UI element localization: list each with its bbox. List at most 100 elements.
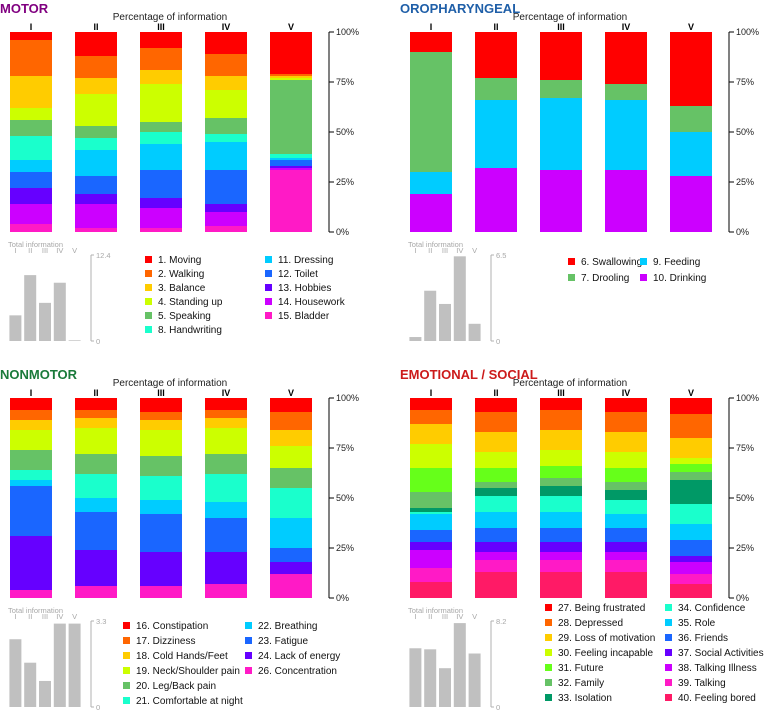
inset-category-label: IV bbox=[56, 612, 63, 621]
bar-segment bbox=[270, 468, 312, 488]
bar-segment bbox=[205, 226, 247, 232]
inset-bar bbox=[68, 623, 81, 707]
inset-max-label: 12.4 bbox=[96, 251, 111, 260]
legend-item: 33. Isolation bbox=[545, 693, 612, 704]
bar-segment bbox=[540, 430, 582, 450]
y-tick-label: 75% bbox=[736, 77, 754, 87]
bar-segment bbox=[670, 32, 712, 106]
bar-segment bbox=[540, 398, 582, 410]
bar-segment bbox=[270, 488, 312, 518]
bar-segment bbox=[410, 32, 452, 52]
legend-item: 2. Walking bbox=[145, 269, 204, 280]
bar-segment bbox=[75, 194, 117, 204]
bar-segment bbox=[475, 496, 517, 512]
y-tick-label: 0% bbox=[736, 227, 749, 237]
bar-segment bbox=[670, 458, 712, 464]
bar-segment bbox=[410, 550, 452, 568]
bar-segment bbox=[75, 32, 117, 56]
legend-item: 1. Moving bbox=[145, 255, 201, 266]
legend-item: 38. Talking Illness bbox=[665, 663, 757, 674]
bar-segment bbox=[205, 32, 247, 54]
bar-segment bbox=[605, 514, 647, 528]
bar-segment bbox=[540, 486, 582, 496]
legend-item: 10. Drinking bbox=[640, 273, 706, 284]
bar-segment bbox=[540, 170, 582, 232]
inset-category-label: III bbox=[442, 612, 448, 621]
x-category-label: IV bbox=[222, 388, 231, 398]
inset-zero-label: 0 bbox=[496, 703, 500, 711]
bar-segment bbox=[205, 204, 247, 212]
inset-category-label: II bbox=[28, 246, 32, 255]
bar-segment bbox=[75, 550, 117, 586]
inset-bar bbox=[53, 623, 66, 707]
inset-bar bbox=[409, 337, 422, 341]
bar-segment bbox=[540, 496, 582, 512]
legend-swatch bbox=[665, 679, 672, 686]
bar-segment bbox=[605, 32, 647, 84]
bar-segment bbox=[670, 464, 712, 472]
legend-label: 18. Cold Hands/Feet bbox=[136, 651, 228, 662]
bar-segment bbox=[605, 572, 647, 598]
legend-label: 34. Confidence bbox=[678, 603, 746, 614]
bar-segment bbox=[205, 518, 247, 552]
bar-segment bbox=[205, 134, 247, 142]
inset-bar bbox=[9, 639, 22, 707]
bar-segment bbox=[205, 474, 247, 502]
legend-label: 23. Fatigue bbox=[258, 636, 308, 647]
inset-bar bbox=[453, 256, 466, 341]
bar-segment bbox=[140, 412, 182, 420]
bar-segment bbox=[205, 454, 247, 474]
bar-segment bbox=[205, 118, 247, 134]
x-category-label: I bbox=[30, 388, 33, 398]
bar-segment bbox=[540, 560, 582, 572]
legend-item: 28. Depressed bbox=[545, 618, 623, 629]
legend-label: 24. Lack of energy bbox=[258, 651, 340, 662]
legend-label: 33. Isolation bbox=[558, 693, 612, 704]
y-tick-label: 25% bbox=[736, 543, 754, 553]
legend-swatch bbox=[545, 619, 552, 626]
legend-label: 38. Talking Illness bbox=[678, 663, 757, 674]
bar-segment bbox=[205, 552, 247, 584]
inset-bar bbox=[468, 323, 481, 341]
bar-segment bbox=[410, 582, 452, 598]
legend-item: 18. Cold Hands/Feet bbox=[123, 651, 228, 662]
bar-segment bbox=[605, 432, 647, 452]
legend-item: 30. Feeling incapable bbox=[545, 648, 654, 659]
chart-subtitle: Percentage of information bbox=[513, 12, 628, 23]
y-tick-label: 50% bbox=[736, 493, 754, 503]
bar-segment bbox=[605, 398, 647, 412]
bar-segment bbox=[140, 430, 182, 456]
legend-swatch bbox=[265, 312, 272, 319]
legend-item: 36. Friends bbox=[665, 633, 728, 644]
inset-title: Total information bbox=[8, 240, 63, 249]
bar-segment bbox=[540, 542, 582, 552]
chart-subtitle: Percentage of information bbox=[113, 12, 228, 23]
legend-label: 5. Speaking bbox=[158, 311, 211, 322]
y-tick-label: 50% bbox=[336, 127, 354, 137]
bar-segment bbox=[605, 412, 647, 432]
bar-segment bbox=[140, 84, 182, 122]
legend-label: 16. Constipation bbox=[136, 621, 208, 632]
bar-segment bbox=[670, 540, 712, 556]
inset-category-label: V bbox=[472, 246, 477, 255]
bar-segment bbox=[75, 94, 117, 126]
bar-segment bbox=[540, 528, 582, 542]
bar-segment bbox=[540, 32, 582, 80]
bar-segment bbox=[10, 120, 52, 136]
bar-segment bbox=[140, 122, 182, 132]
bar-segment bbox=[205, 90, 247, 118]
y-tick-label: 50% bbox=[736, 127, 754, 137]
bar-segment bbox=[10, 76, 52, 108]
bar-segment bbox=[205, 398, 247, 410]
bar-segment bbox=[475, 512, 517, 528]
bar-segment bbox=[475, 560, 517, 572]
legend-swatch bbox=[665, 694, 672, 701]
bar-segment bbox=[270, 518, 312, 548]
bar-segment bbox=[270, 76, 312, 78]
x-category-label: I bbox=[430, 388, 433, 398]
bar-segment bbox=[605, 482, 647, 490]
inset-category-label: III bbox=[442, 246, 448, 255]
bar-segment bbox=[140, 70, 182, 84]
legend-label: 17. Dizziness bbox=[136, 636, 195, 647]
